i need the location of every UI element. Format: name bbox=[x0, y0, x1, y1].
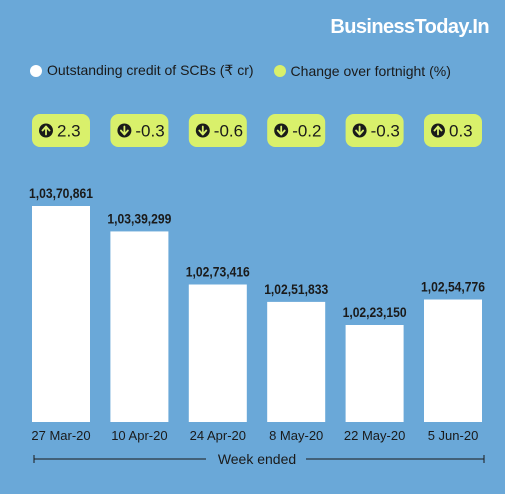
change-pill: -0.3 bbox=[110, 114, 169, 147]
arrow-glyph bbox=[198, 125, 208, 136]
bar bbox=[267, 301, 326, 422]
change-pill: 2.3 bbox=[32, 114, 90, 147]
bar-value-label: 1,02,51,833 bbox=[264, 282, 328, 297]
bar-value-label: 1,02,73,416 bbox=[186, 265, 250, 280]
arrow-glyph bbox=[41, 125, 51, 136]
change-pill: -0.2 bbox=[267, 114, 326, 147]
bar bbox=[110, 231, 169, 422]
bar bbox=[32, 206, 90, 422]
brand-logo: BusinessToday.In bbox=[330, 16, 489, 38]
change-pill: -0.6 bbox=[188, 114, 247, 147]
category-label: 24 Apr-20 bbox=[190, 428, 246, 443]
bar bbox=[345, 325, 404, 422]
category-label: 5 Jun-20 bbox=[428, 428, 479, 443]
legend: Outstanding credit of SCBs (₹ cr) Change… bbox=[30, 62, 451, 79]
bar-value-label: 1,03,70,861 bbox=[29, 186, 93, 201]
change-pill-bg bbox=[424, 114, 482, 147]
arrow-glyph bbox=[355, 125, 364, 136]
arrow-glyph bbox=[433, 125, 443, 136]
change-value-label: -0.6 bbox=[214, 122, 243, 141]
change-pill: -0.3 bbox=[345, 114, 404, 147]
bar-value-label: 1,02,23,150 bbox=[343, 305, 407, 320]
change-value-label: -0.3 bbox=[371, 122, 400, 141]
category-label: 10 Apr-20 bbox=[111, 428, 167, 443]
category-label: 27 Mar-20 bbox=[31, 428, 90, 443]
change-pill-bg bbox=[267, 114, 326, 147]
change-value-label: -0.3 bbox=[135, 122, 164, 141]
legend-item-outstanding: Outstanding credit of SCBs (₹ cr) bbox=[30, 62, 254, 79]
bar bbox=[188, 284, 247, 422]
change-value-label: 2.3 bbox=[57, 122, 81, 141]
bar-value-label: 1,03,39,299 bbox=[107, 211, 171, 226]
legend-item-change: Change over fortnight (%) bbox=[273, 62, 451, 79]
arrow-glyph bbox=[120, 125, 129, 136]
change-pill-bg bbox=[188, 114, 247, 147]
bar bbox=[424, 299, 482, 422]
legend-dot-outstanding bbox=[30, 64, 42, 77]
legend-dot-change bbox=[273, 64, 286, 77]
bar-value-label: 1,02,54,776 bbox=[421, 280, 485, 295]
change-pill-bg bbox=[32, 114, 90, 147]
legend-label-outstanding: Outstanding credit of SCBs (₹ cr) bbox=[47, 62, 254, 78]
category-label: 8 May-20 bbox=[269, 428, 323, 443]
arrow-glyph bbox=[276, 125, 286, 136]
category-label: 22 May-20 bbox=[344, 428, 405, 443]
change-value-label: 0.3 bbox=[449, 122, 473, 141]
change-pill: 0.3 bbox=[424, 114, 482, 147]
change-pill-bg bbox=[110, 114, 169, 147]
change-value-label: -0.2 bbox=[292, 122, 321, 141]
x-axis-label: Week ended bbox=[218, 451, 296, 467]
legend-label-change: Change over fortnight (%) bbox=[290, 62, 451, 79]
change-pill-bg bbox=[345, 114, 404, 147]
